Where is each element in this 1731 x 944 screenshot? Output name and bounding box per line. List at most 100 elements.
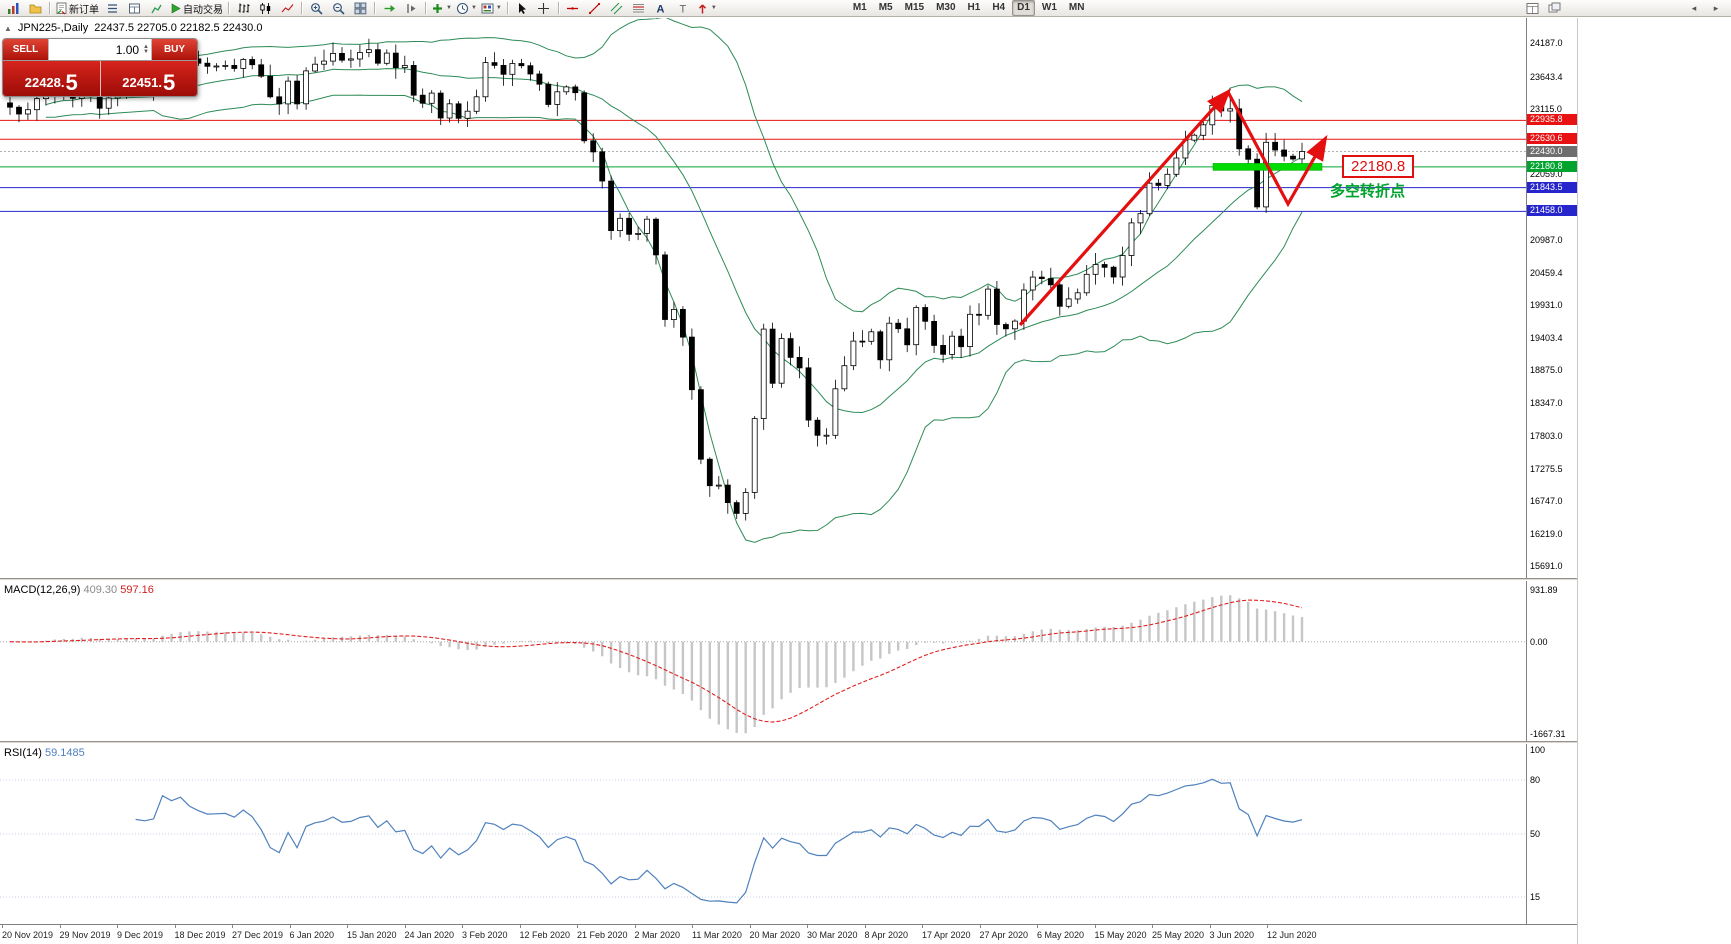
turning-point-note[interactable]: 多空转折点 — [1330, 183, 1406, 200]
tile-windows-button[interactable] — [349, 1, 371, 16]
time-axis-label: 11 Mar 2020 — [692, 930, 742, 940]
time-axis-label: 12 Feb 2020 — [519, 930, 571, 940]
sell-button[interactable]: SELL — [3, 39, 48, 60]
arrows-button[interactable]: ▼ — [694, 1, 719, 16]
window-cascade-button[interactable] — [1543, 1, 1565, 16]
timeframe-d1-button[interactable]: D1 — [1012, 0, 1035, 16]
time-axis-label: 6 May 2020 — [1037, 930, 1085, 940]
price-axis-label: 16219.0 — [1530, 528, 1563, 539]
candle-wicks — [9, 38, 1303, 521]
trend-arrow-annotation[interactable] — [1018, 88, 1232, 327]
macd-histogram — [17, 595, 1304, 734]
text-label-button[interactable]: T — [672, 1, 694, 16]
timeframe-m1-button[interactable]: M1 — [852, 2, 867, 13]
equidistant-channel-button[interactable] — [606, 1, 628, 16]
macd-signal-line — [9, 599, 1303, 723]
toolbar-separator — [557, 2, 559, 14]
price-tag-22180.8: 22180.8 — [1527, 160, 1577, 172]
new-chart-button[interactable] — [2, 1, 24, 16]
buy-button[interactable]: BUY — [152, 39, 197, 60]
rsi-line — [135, 778, 1303, 904]
rsi-axis-label: 15 — [1530, 892, 1541, 902]
rsi-axis-label: 50 — [1530, 829, 1541, 839]
timeframe-h4-button[interactable]: H4 — [992, 2, 1006, 13]
zigzag-arrow-annotation[interactable] — [1226, 91, 1328, 208]
zoom-in-button[interactable] — [305, 1, 327, 16]
timeframe-toolbar: M1 M5 M15 M30 H1 H4 D1 W1 MN — [847, 0, 1091, 16]
crosshair-button[interactable] — [533, 1, 555, 16]
time-axis-label: 12 Jun 2020 — [1267, 930, 1317, 940]
chart-right-border — [1577, 18, 1578, 944]
macd-axis[interactable]: 931.89 0.00 -1667.31 — [1526, 581, 1577, 741]
toolbar-separator — [49, 2, 50, 14]
profiles-button[interactable] — [24, 1, 46, 16]
toolbar-scroll-right-button[interactable]: ▸ — [1713, 2, 1719, 13]
bar-chart-button[interactable] — [232, 1, 254, 16]
collapse-panel-icon[interactable]: ▲ — [4, 23, 12, 33]
timeframe-m5-button[interactable]: M5 — [878, 2, 893, 13]
panel-separator[interactable] — [0, 578, 1577, 581]
timeframe-h1-button[interactable]: H1 — [967, 2, 981, 13]
time-axis-label: 15 Jan 2020 — [347, 930, 397, 940]
price-axis[interactable]: 24187.0 23643.4 23115.0 22059.0 20987.0 20459… — [1526, 18, 1577, 578]
price-annotation-box[interactable]: 22180.8 — [1342, 155, 1415, 178]
sell-price: 22428. — [24, 75, 65, 90]
horizontal-line-button[interactable] — [562, 1, 584, 16]
strategy-tester-button[interactable] — [145, 1, 167, 16]
fibonacci-retracement-button[interactable] — [628, 1, 650, 16]
macd-axis-label: 931.89 — [1530, 585, 1558, 596]
timeframe-m15-button[interactable]: M15 — [904, 2, 925, 13]
timeframe-mn-button[interactable]: MN — [1068, 2, 1085, 13]
chart-shift-button[interactable] — [400, 1, 422, 16]
text-button[interactable]: A — [650, 1, 672, 16]
auto-scroll-button[interactable] — [378, 1, 400, 16]
ohlc-values: 22437.5 22705.0 22182.5 22430.0 — [94, 22, 263, 34]
volume-input[interactable]: 1.00 ▲ ▼ — [48, 39, 152, 60]
price-axis-label: 23115.0 — [1530, 104, 1562, 115]
toolbar-separator — [228, 2, 229, 14]
panel-separator[interactable] — [0, 741, 1577, 744]
price-tag-21458.0: 21458.0 — [1527, 205, 1577, 217]
main-chart[interactable] — [0, 18, 1526, 578]
trend-line-button[interactable] — [584, 1, 606, 16]
timeframe-w1-button[interactable]: W1 — [1041, 2, 1057, 13]
indicators-list-button[interactable]: ▼ — [429, 1, 454, 16]
time-axis-label: 20 Mar 2020 — [749, 930, 801, 940]
time-axis-label: 18 Dec 2019 — [174, 930, 226, 940]
buy-price-button[interactable]: 22451. 5 — [100, 61, 197, 96]
toolbar-right-group: ◂ ▸ — [1521, 1, 1731, 16]
price-axis-label: 18875.0 — [1530, 365, 1563, 376]
toolbar-separator — [425, 2, 426, 14]
toolbar-scroll-left-button[interactable]: ◂ — [1691, 2, 1697, 13]
rsi-axis[interactable]: 100 80 50 15 — [1526, 744, 1577, 924]
data-window-button[interactable] — [123, 1, 145, 16]
new-order-button[interactable]: 新订单 — [53, 1, 101, 16]
candlestick-chart-button[interactable] — [254, 1, 276, 16]
line-chart-button[interactable] — [276, 1, 298, 16]
time-axis-label: 2 Mar 2020 — [634, 930, 681, 940]
time-axis-label: 29 Nov 2019 — [59, 930, 111, 940]
price-axis-label: 16747.0 — [1530, 496, 1563, 507]
price-tag-22430.0: 22430.0 — [1527, 145, 1577, 157]
market-watch-button[interactable] — [101, 1, 123, 16]
macd-axis-label: -1667.31 — [1530, 728, 1566, 739]
autotrading-button[interactable]: 自动交易 — [167, 1, 225, 16]
periods-button[interactable]: ▼ — [454, 1, 479, 16]
timeframe-m30-button[interactable]: M30 — [936, 2, 956, 13]
rsi-panel — [0, 744, 1526, 924]
buy-price-pips: 5 — [163, 70, 176, 95]
window-arrange-button[interactable] — [1521, 1, 1543, 16]
cursor-button[interactable] — [511, 1, 533, 16]
zoom-out-button[interactable] — [327, 1, 349, 16]
time-axis-label: 15 May 2020 — [1094, 930, 1147, 940]
time-axis[interactable]: 20 Nov 2019 29 Nov 2019 9 Dec 2019 18 Dec 2… — [0, 924, 1577, 944]
templates-button[interactable]: ▼ — [479, 1, 504, 16]
price-axis-label: 22059.0 — [1530, 169, 1563, 180]
volume-spinner-icon[interactable]: ▲ ▼ — [143, 43, 149, 55]
price-tag-22630.6: 22630.6 — [1527, 133, 1577, 145]
time-axis-label: 3 Jun 2020 — [1209, 930, 1255, 940]
toolbar-separator — [506, 2, 508, 14]
buy-price: 22451. — [122, 75, 162, 90]
sell-price-button[interactable]: 22428. 5 — [3, 61, 101, 96]
